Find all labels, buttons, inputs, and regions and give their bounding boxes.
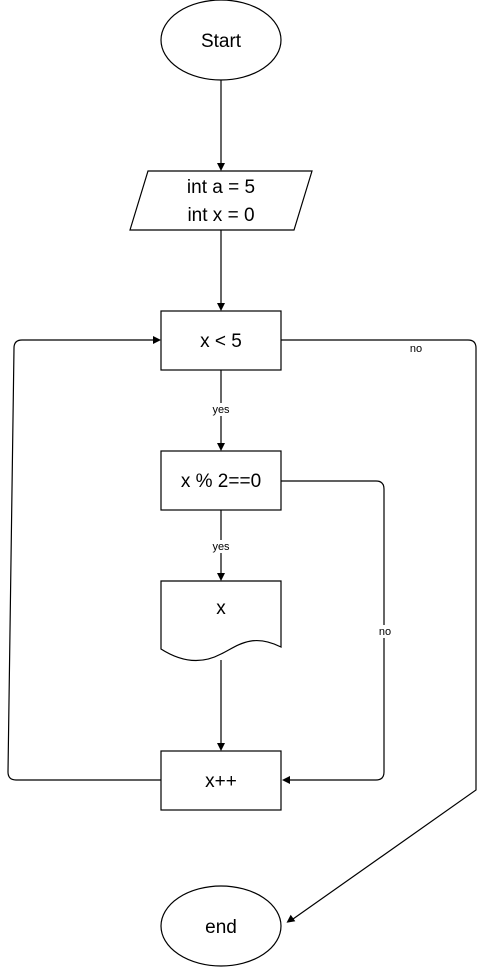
even-condition-node[interactable]: x % 2==0 bbox=[160, 450, 282, 511]
start-label: Start bbox=[201, 31, 242, 52]
edge-label-loop-no: no bbox=[410, 343, 422, 355]
edge-label-even-no: no bbox=[379, 626, 391, 638]
loop-condition-node[interactable]: x < 5 bbox=[160, 310, 282, 371]
edge-loop-no: no bbox=[281, 339, 477, 923]
end-node[interactable]: end bbox=[160, 885, 282, 967]
edge-init-to-loop-condition bbox=[217, 230, 225, 311]
edge-output-to-increment bbox=[217, 660, 225, 751]
even-condition-label: x % 2==0 bbox=[181, 471, 261, 492]
init-label-line1: int a = 5 bbox=[187, 177, 255, 198]
increment-node[interactable]: x++ bbox=[160, 750, 282, 811]
loop-condition-label: x < 5 bbox=[200, 331, 242, 352]
init-label-line2: int x = 0 bbox=[187, 205, 254, 226]
edge-even-no: no bbox=[281, 480, 394, 784]
increment-label: x++ bbox=[205, 771, 237, 792]
edge-label-even-yes: yes bbox=[212, 541, 230, 553]
init-input-node[interactable]: int a = 5 int x = 0 bbox=[129, 170, 313, 231]
end-label: end bbox=[205, 917, 237, 938]
edge-label-loop-yes: yes bbox=[212, 404, 230, 416]
start-node[interactable]: Start bbox=[160, 0, 282, 81]
edge-even-yes: yes bbox=[210, 510, 232, 581]
edge-loop-yes: yes bbox=[210, 370, 232, 451]
edge-start-to-init bbox=[217, 80, 225, 171]
output-label: x bbox=[216, 598, 226, 619]
edge-increment-loop-back bbox=[7, 336, 161, 781]
output-document-node[interactable]: x bbox=[160, 580, 282, 662]
